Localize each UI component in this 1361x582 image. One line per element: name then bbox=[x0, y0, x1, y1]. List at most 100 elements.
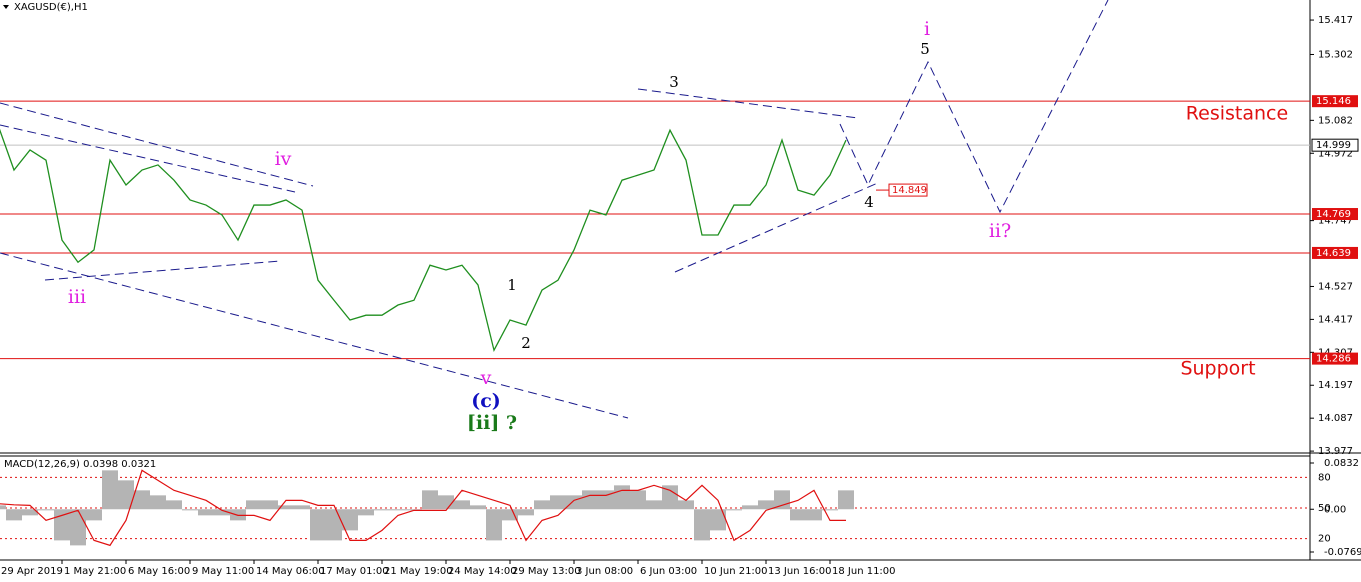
marker-box bbox=[888, 183, 928, 197]
macd-bar bbox=[662, 485, 678, 510]
marker-label: 14.849 bbox=[892, 185, 927, 196]
x-tick-label: 3 Jun 08:00 bbox=[576, 566, 633, 577]
y2-tick-label: 20 bbox=[1318, 534, 1331, 545]
wave-label: iv bbox=[275, 148, 292, 170]
macd-bar bbox=[214, 509, 230, 516]
x-tick-label: 6 May 16:00 bbox=[128, 566, 190, 577]
y-tick-label: 14.087 bbox=[1318, 413, 1353, 424]
macd-bar bbox=[198, 509, 214, 516]
trendline bbox=[0, 124, 296, 193]
wave-label: iii bbox=[68, 286, 86, 308]
x-tick-label: 17 May 01:00 bbox=[320, 566, 389, 577]
macd-bar bbox=[822, 509, 838, 511]
last-price-box bbox=[1311, 138, 1359, 152]
trendline bbox=[637, 88, 859, 119]
macd-bar bbox=[22, 509, 38, 516]
macd-bar bbox=[38, 509, 54, 511]
wave-label: ii? bbox=[989, 220, 1011, 242]
y-tick-label: 15.082 bbox=[1318, 115, 1353, 126]
macd-title: MACD(12,26,9) 0.0398 0.0321 bbox=[4, 459, 156, 470]
macd-bar bbox=[326, 509, 342, 541]
macd-bar bbox=[70, 509, 86, 546]
macd-bar bbox=[454, 500, 470, 510]
wave-label: [ii] ? bbox=[467, 412, 517, 434]
macd-bar bbox=[294, 505, 310, 510]
y2-tick-label: 50 bbox=[1318, 503, 1331, 514]
macd-bar bbox=[342, 509, 358, 531]
y-tick-label: -0.0769 bbox=[1324, 547, 1361, 558]
macd-bar bbox=[646, 500, 662, 510]
level-label: 14.286 bbox=[1316, 354, 1351, 365]
wave-label: v bbox=[480, 367, 492, 389]
macd-bar bbox=[758, 500, 774, 510]
chart-title: XAGUSD(€),H1 bbox=[14, 2, 88, 13]
macd-bar bbox=[0, 505, 6, 510]
y-tick-label: 14.972 bbox=[1318, 148, 1353, 159]
macd-bar bbox=[118, 480, 134, 510]
macd-bar bbox=[182, 509, 198, 511]
x-tick-label: 21 May 19:00 bbox=[384, 566, 453, 577]
level-box bbox=[1312, 246, 1358, 259]
macd-bar bbox=[678, 500, 694, 510]
macd-bar bbox=[166, 500, 182, 510]
wave-labels: i 5 3 iv iii v (c) [ii] ? 1 2 4 ii? Resi… bbox=[68, 18, 1288, 434]
macd-bar bbox=[566, 495, 582, 510]
macd-bar bbox=[806, 509, 822, 521]
x-tick-label: 6 Jun 03:00 bbox=[640, 566, 697, 577]
x-tick-label: 29 Apr 2019 bbox=[1, 566, 63, 577]
macd-bar bbox=[726, 509, 742, 511]
macd-bar bbox=[246, 500, 262, 510]
y2-tick-label: 80 bbox=[1318, 472, 1331, 483]
wave-label: i bbox=[924, 18, 930, 40]
trendline bbox=[0, 252, 629, 419]
wave-label: 5 bbox=[920, 40, 930, 58]
y-tick-label: 14.417 bbox=[1318, 314, 1353, 325]
macd-bar bbox=[438, 495, 454, 510]
x-tick-label: 10 Jun 21:00 bbox=[704, 566, 768, 577]
macd-bar bbox=[582, 490, 598, 510]
macd-bar bbox=[150, 495, 166, 510]
menu-arrow[interactable] bbox=[3, 5, 9, 9]
x-tick-label: 29 May 13:00 bbox=[512, 566, 581, 577]
y-tick-label: 14.197 bbox=[1318, 380, 1353, 391]
level-label: 15.146 bbox=[1316, 96, 1351, 107]
level-box bbox=[1312, 95, 1358, 108]
macd-bar bbox=[838, 490, 854, 510]
level-box bbox=[1312, 352, 1358, 365]
level-label: 14.639 bbox=[1316, 248, 1351, 259]
macd-bar bbox=[102, 470, 118, 510]
x-tick-label: 1 May 21:00 bbox=[64, 566, 126, 577]
wave-label: 3 bbox=[669, 73, 679, 91]
macd-bar bbox=[134, 490, 150, 510]
trendlines bbox=[0, 0, 1109, 419]
last-price-label: 14.999 bbox=[1316, 140, 1351, 151]
x-tick-label: 9 May 11:00 bbox=[192, 566, 254, 577]
macd-bar bbox=[774, 490, 790, 510]
resistance-label: Resistance bbox=[1186, 103, 1288, 125]
macd-bar bbox=[502, 509, 518, 521]
macd-bar bbox=[630, 490, 646, 510]
macd-bar bbox=[358, 509, 374, 516]
macd-bar bbox=[518, 509, 534, 516]
trendline bbox=[674, 181, 881, 273]
wave-label: 4 bbox=[864, 193, 874, 211]
x-tick-label: 13 Jun 16:00 bbox=[768, 566, 832, 577]
macd-bar bbox=[710, 509, 726, 531]
level-label: 14.769 bbox=[1316, 209, 1351, 220]
trendline bbox=[0, 102, 314, 187]
macd-bar bbox=[550, 495, 566, 510]
x-tick-label: 14 May 06:00 bbox=[256, 566, 325, 577]
macd-bar bbox=[742, 505, 758, 510]
price-line bbox=[0, 128, 847, 353]
projection bbox=[839, 0, 1109, 214]
macd-bar bbox=[614, 485, 630, 510]
macd-bar bbox=[6, 509, 22, 521]
macd-bar bbox=[422, 490, 438, 510]
y-tick-label: 0.00 bbox=[1324, 504, 1346, 515]
macd-bar bbox=[310, 509, 326, 541]
y-tick-label: 0.0832 bbox=[1324, 458, 1359, 469]
macd-bar bbox=[390, 509, 406, 511]
macd-bar bbox=[374, 509, 390, 511]
